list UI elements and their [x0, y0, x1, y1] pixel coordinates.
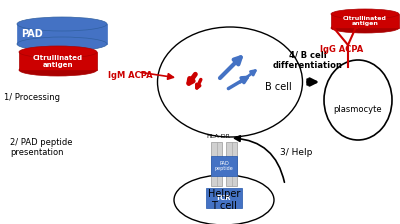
Text: Citrullinated
antigen: Citrullinated antigen: [33, 54, 83, 67]
Text: PAD
peptide: PAD peptide: [215, 161, 233, 171]
Text: IgM ACPA: IgM ACPA: [108, 71, 153, 80]
Text: B cell: B cell: [265, 82, 292, 92]
Bar: [19, 52, 97, 70]
Bar: [331, 14, 399, 28]
Bar: [206, 188, 242, 208]
Text: 2/ PAD peptide
presentation: 2/ PAD peptide presentation: [10, 138, 72, 157]
Text: HLA-DR: HLA-DR: [206, 134, 230, 139]
Text: 3/ Help: 3/ Help: [280, 148, 312, 157]
Bar: [17, 24, 107, 44]
Text: plasmocyte: plasmocyte: [334, 106, 382, 114]
Bar: [211, 142, 222, 186]
Text: TCR: TCR: [216, 195, 232, 201]
Ellipse shape: [19, 64, 97, 76]
Ellipse shape: [174, 175, 274, 224]
Text: IgG ACPA: IgG ACPA: [320, 45, 363, 54]
Text: PAD: PAD: [21, 29, 43, 39]
Ellipse shape: [331, 9, 399, 19]
Ellipse shape: [19, 46, 97, 58]
Ellipse shape: [331, 23, 399, 33]
Text: 1/ Processing: 1/ Processing: [4, 93, 60, 102]
Ellipse shape: [17, 17, 107, 31]
Ellipse shape: [17, 37, 107, 51]
Bar: [211, 156, 237, 176]
Ellipse shape: [324, 60, 392, 140]
Text: Helper
T cell: Helper T cell: [208, 189, 240, 211]
Text: 4/ B cell
differentiation: 4/ B cell differentiation: [273, 51, 343, 70]
Text: Citrullinated
antigen: Citrullinated antigen: [343, 16, 387, 26]
Ellipse shape: [158, 27, 302, 137]
Bar: [226, 142, 237, 186]
